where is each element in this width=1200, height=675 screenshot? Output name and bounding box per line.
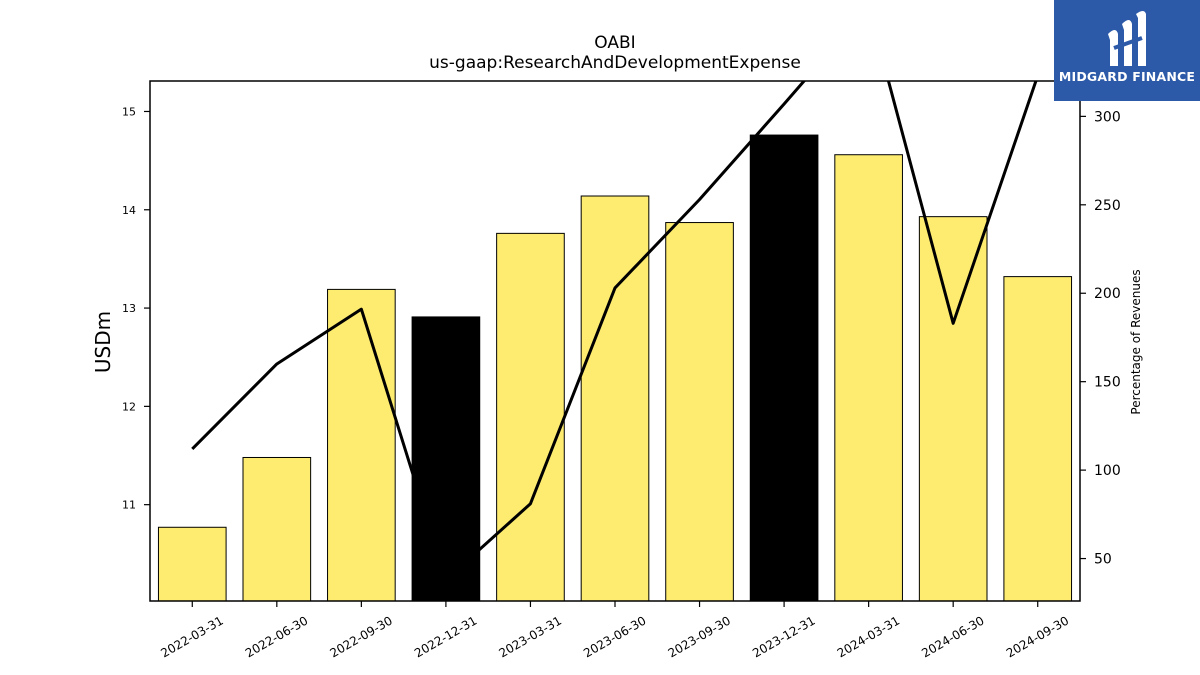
bar-2024-03-31 (834, 154, 903, 602)
y2-tick-label-50: 50 (1094, 552, 1112, 568)
y2-tick-label-150: 150 (1094, 375, 1121, 391)
x-tick-label-2022-12-31: 2022-12-31 (412, 613, 479, 660)
y-axis-label: USDm (91, 311, 115, 373)
y-tick-label-14: 14 (122, 204, 136, 217)
x-tick-label-2024-09-30: 2024-09-30 (1004, 613, 1071, 660)
plot-area: 11 12 13 14 15 50 100 150 200 250 300 2022-03-31 202… (122, 80, 1121, 660)
y-tick-label-13: 13 (122, 302, 136, 315)
bar-2022-03-31 (157, 526, 227, 602)
y-tick-label-12: 12 (122, 400, 136, 413)
x-tick-label-2023-03-31: 2023-03-31 (497, 613, 564, 660)
bar-2023-06-30 (580, 195, 650, 602)
bar-2023-09-30 (665, 222, 734, 602)
chart-title: OABI (594, 33, 635, 53)
line-series-percentage (191, 81, 1038, 582)
bar-2022-06-30 (242, 456, 312, 602)
x-tick-label-2024-03-31: 2024-03-31 (835, 613, 902, 660)
y-tick-label-15: 15 (122, 105, 136, 118)
x-tick-label-2023-06-30: 2023-06-30 (581, 613, 648, 660)
y-tick-label-11: 11 (122, 499, 136, 512)
logo-text: MIDGARD FINANCE (1058, 69, 1196, 84)
x-tick-label-2022-03-31: 2022-03-31 (158, 613, 225, 660)
bar-2022-12-31 (411, 316, 481, 602)
x-tick-label-2023-09-30: 2023-09-30 (666, 613, 733, 660)
y2-tick-label-100: 100 (1094, 463, 1121, 479)
chart-subtitle: us-gaap:ResearchAndDevelopmentExpense (429, 53, 801, 73)
y2-tick-label-250: 250 (1094, 198, 1121, 214)
bar-2024-06-30 (918, 216, 988, 602)
x-tick-label-2022-09-30: 2022-09-30 (327, 613, 394, 660)
bar-2022-09-30 (327, 288, 396, 602)
bar-2024-09-30 (1003, 276, 1073, 602)
x-tick-label-2024-06-30: 2024-06-30 (919, 613, 986, 660)
bar-2023-12-31 (749, 134, 819, 602)
y2-tick-label-200: 200 (1094, 286, 1121, 302)
y2-tick-label-300: 300 (1094, 109, 1121, 125)
y2-axis-label: Percentage of Revenues (1129, 269, 1143, 414)
x-tick-label-2022-06-30: 2022-06-30 (243, 613, 310, 660)
logo-mark-icon (1108, 11, 1146, 66)
midgard-finance-logo: MIDGARD FINANCE (1054, 0, 1200, 101)
x-tick-label-2023-12-31: 2023-12-31 (750, 613, 817, 660)
bar-2023-03-31 (496, 232, 565, 602)
